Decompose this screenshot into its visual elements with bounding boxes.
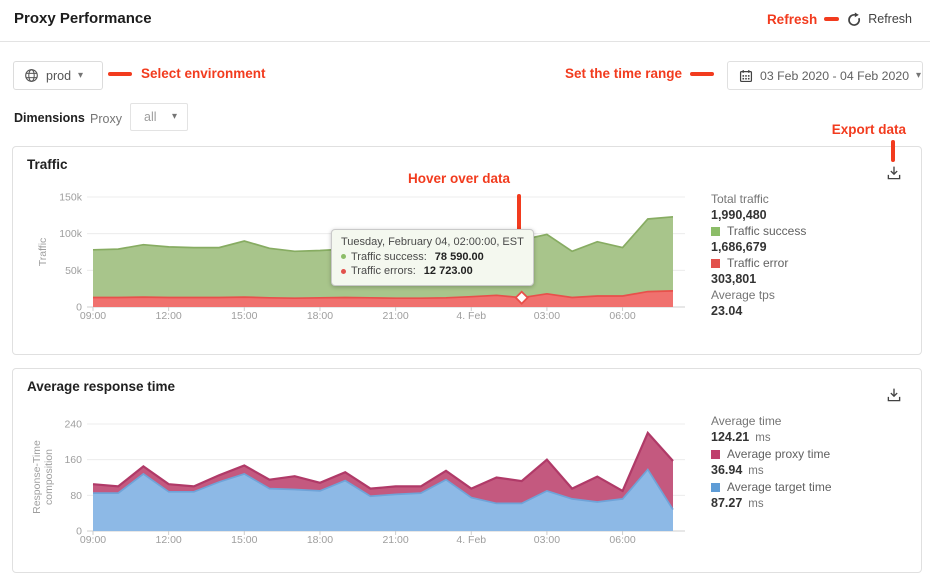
annotation-export-data: Export data bbox=[831, 122, 906, 137]
traffic-stats-panel: Total traffic 1,990,480 Traffic success … bbox=[711, 191, 916, 319]
svg-text:12:00: 12:00 bbox=[156, 534, 182, 546]
svg-text:12:00: 12:00 bbox=[156, 310, 182, 322]
svg-text:09:00: 09:00 bbox=[80, 310, 106, 322]
error-legend-swatch bbox=[711, 258, 720, 268]
download-icon bbox=[885, 164, 907, 182]
header-divider bbox=[0, 41, 930, 42]
traffic-error-legend: Traffic error bbox=[711, 255, 916, 271]
annotation-export-line bbox=[891, 140, 895, 162]
success-legend-swatch bbox=[711, 226, 720, 236]
proxy-filter-select[interactable]: all ▾ bbox=[130, 103, 188, 131]
refresh-button-label: Refresh bbox=[868, 12, 912, 26]
annotation-refresh-label: Refresh bbox=[766, 11, 818, 27]
svg-text:4. Feb: 4. Feb bbox=[456, 534, 486, 546]
error-dot-icon bbox=[341, 268, 346, 274]
date-range-value: 03 Feb 2020 - 04 Feb 2020 bbox=[760, 68, 910, 83]
globe-icon bbox=[24, 68, 39, 83]
page-title: Proxy Performance bbox=[14, 10, 152, 27]
svg-text:100k: 100k bbox=[59, 228, 83, 240]
date-range-select[interactable]: 03 Feb 2020 - 04 Feb 2020 ▾ bbox=[727, 61, 923, 90]
target-legend-swatch bbox=[711, 482, 720, 492]
tooltip-errors-value: 12 723.00 bbox=[423, 265, 473, 277]
refresh-button[interactable]: Refresh bbox=[846, 11, 912, 27]
proxy-filter-value: all bbox=[144, 110, 157, 124]
annotation-dash bbox=[108, 71, 132, 76]
refresh-icon bbox=[846, 11, 862, 27]
success-dot-icon bbox=[341, 254, 346, 260]
chevron-down-icon: ▾ bbox=[78, 69, 84, 81]
response-stats-panel: Average time 124.21 ms Average proxy time… bbox=[711, 413, 916, 512]
svg-text:0: 0 bbox=[76, 526, 82, 538]
traffic-success-value: 1,686,679 bbox=[711, 240, 767, 254]
svg-text:4. Feb: 4. Feb bbox=[456, 310, 486, 322]
proxy-time-legend: Average proxy time bbox=[711, 446, 916, 462]
annotation-hover-line bbox=[517, 194, 521, 231]
svg-text:80: 80 bbox=[70, 490, 82, 502]
tooltip-success-label: Traffic success: bbox=[351, 250, 427, 263]
annotation-set-time-range: Set the time range bbox=[565, 66, 683, 81]
proxy-dimension-label: Proxy bbox=[90, 112, 122, 126]
total-traffic-label: Total traffic bbox=[711, 192, 769, 206]
svg-text:09:00: 09:00 bbox=[80, 534, 106, 546]
svg-text:06:00: 06:00 bbox=[609, 310, 635, 322]
svg-text:15:00: 15:00 bbox=[231, 534, 257, 546]
svg-text:150k: 150k bbox=[59, 192, 83, 204]
average-time-label: Average time bbox=[711, 414, 782, 428]
response-card-title: Average response time bbox=[27, 379, 176, 394]
response-chart-canvas[interactable]: 0 80 160 240 09:00 12:00 15:00 18:00 21:00 4. Feb… bbox=[13, 399, 713, 553]
export-response-data-button[interactable] bbox=[885, 384, 907, 406]
average-time-value: 124.21 ms bbox=[711, 430, 771, 444]
environment-select[interactable]: prod ▾ bbox=[13, 61, 103, 90]
svg-text:18:00: 18:00 bbox=[307, 534, 333, 546]
total-traffic-value: 1,990,480 bbox=[711, 208, 767, 222]
svg-text:03:00: 03:00 bbox=[534, 534, 560, 546]
svg-text:240: 240 bbox=[64, 419, 82, 431]
annotation-hover-over-data: Hover over data bbox=[408, 171, 511, 186]
export-traffic-data-button[interactable] bbox=[885, 162, 907, 184]
refresh-annotation-group: Refresh Refresh bbox=[767, 11, 912, 27]
tooltip-title: Tuesday, February 04, 02:00:00, EST bbox=[341, 236, 524, 248]
download-icon bbox=[885, 386, 907, 404]
traffic-card-title: Traffic bbox=[27, 157, 68, 172]
chevron-down-icon: ▾ bbox=[171, 111, 177, 122]
svg-text:06:00: 06:00 bbox=[609, 534, 635, 546]
select-environment-annotation: Select environment bbox=[108, 66, 266, 81]
annotation-refresh-dash bbox=[824, 17, 840, 21]
tooltip-errors-row: Traffic errors: 12 723.00 bbox=[341, 264, 524, 279]
svg-text:15:00: 15:00 bbox=[231, 310, 257, 322]
dimensions-label: Dimensions bbox=[14, 111, 85, 125]
annotation-select-environment: Select environment bbox=[141, 66, 266, 81]
traffic-success-legend: Traffic success bbox=[711, 223, 916, 239]
svg-text:160: 160 bbox=[64, 454, 82, 466]
tooltip-errors-label: Traffic errors: bbox=[351, 265, 416, 277]
svg-text:21:00: 21:00 bbox=[382, 534, 408, 546]
set-time-range-annotation: Set the time range bbox=[565, 66, 715, 81]
tooltip-success-row: Traffic success: 78 590.00 bbox=[341, 250, 524, 265]
svg-text:18:00: 18:00 bbox=[307, 310, 333, 322]
average-tps-value: 23.04 bbox=[711, 304, 743, 318]
environment-value: prod bbox=[46, 68, 72, 83]
proxy-time-value: 36.94 ms bbox=[711, 463, 764, 477]
average-tps-label: Average tps bbox=[711, 288, 775, 302]
annotation-dash bbox=[690, 71, 715, 76]
svg-text:50k: 50k bbox=[65, 265, 83, 277]
svg-text:0: 0 bbox=[76, 302, 82, 314]
traffic-card: Traffic Traffic 0 50k 100k 150k 09:00 12:00 15… bbox=[12, 146, 922, 355]
svg-text:21:00: 21:00 bbox=[382, 310, 408, 322]
svg-text:03:00: 03:00 bbox=[534, 310, 560, 322]
traffic-tooltip: Tuesday, February 04, 02:00:00, EST Traf… bbox=[331, 229, 534, 286]
response-time-card: Average response time Response-Time comp… bbox=[12, 368, 922, 573]
proxy-legend-swatch bbox=[711, 449, 720, 459]
target-time-value: 87.27 ms bbox=[711, 496, 764, 510]
target-time-legend: Average target time bbox=[711, 479, 916, 495]
chevron-down-icon: ▾ bbox=[916, 69, 922, 81]
tooltip-success-value: 78 590.00 bbox=[434, 250, 484, 263]
calendar-icon bbox=[739, 69, 753, 83]
traffic-error-value: 303,801 bbox=[711, 272, 757, 286]
